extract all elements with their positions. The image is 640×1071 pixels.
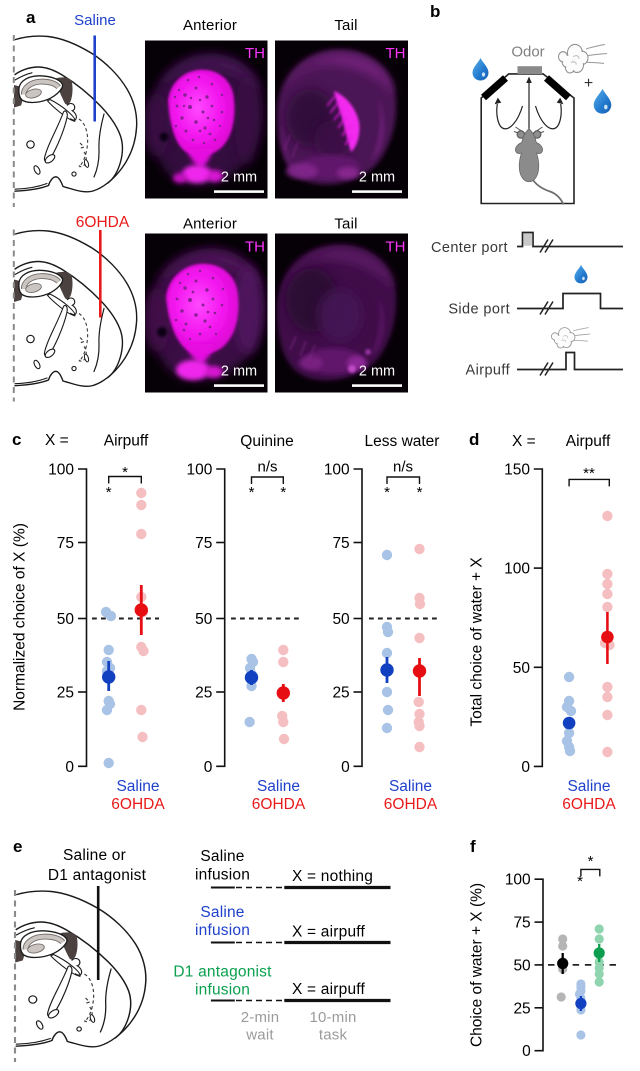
- svg-text:Total choice of water + X: Total choice of water + X: [469, 557, 486, 727]
- svg-text:25: 25: [57, 685, 74, 702]
- svg-text:*: *: [106, 484, 112, 501]
- svg-text:75: 75: [57, 535, 74, 552]
- svg-text:infusion: infusion: [195, 867, 250, 884]
- svg-text:6OHDA: 6OHDA: [76, 214, 130, 231]
- svg-text:Saline: Saline: [200, 848, 244, 865]
- svg-text:2 mm: 2 mm: [359, 170, 395, 186]
- svg-text:Odor: Odor: [511, 44, 544, 61]
- svg-text:X = nothing: X = nothing: [292, 868, 373, 885]
- svg-text:6OHDA: 6OHDA: [384, 796, 438, 813]
- svg-text:50: 50: [513, 957, 531, 974]
- svg-text:50: 50: [332, 611, 350, 628]
- svg-text:Saline: Saline: [116, 778, 159, 795]
- svg-text:*: *: [122, 464, 128, 481]
- svg-text:Normalized choice of X (%): Normalized choice of X (%): [12, 523, 29, 711]
- svg-text:Tail: Tail: [334, 17, 357, 34]
- svg-text:Airpuff: Airpuff: [104, 433, 149, 450]
- svg-text:0: 0: [204, 759, 213, 776]
- svg-text:Saline: Saline: [257, 778, 300, 795]
- svg-text:*: *: [280, 484, 286, 501]
- svg-text:50: 50: [195, 611, 213, 628]
- svg-text:Saline: Saline: [74, 12, 116, 29]
- svg-text:Side port: Side port: [448, 302, 510, 318]
- svg-text:wait: wait: [245, 1027, 274, 1044]
- svg-text:Airpuff: Airpuff: [466, 363, 511, 379]
- svg-text:**: **: [583, 465, 595, 482]
- svg-text:6OHDA: 6OHDA: [111, 796, 165, 813]
- svg-text:100: 100: [324, 462, 350, 479]
- svg-text:D1 antagonist: D1 antagonist: [173, 964, 272, 981]
- svg-text:150: 150: [504, 462, 530, 479]
- svg-text:X = airpuff: X = airpuff: [292, 981, 365, 998]
- svg-text:e: e: [13, 837, 22, 856]
- svg-text:100: 100: [504, 561, 530, 578]
- svg-text:6OHDA: 6OHDA: [252, 796, 306, 813]
- svg-text:n/s: n/s: [393, 459, 413, 476]
- svg-text:*: *: [588, 853, 594, 870]
- svg-text:b: b: [430, 2, 440, 21]
- svg-text:Choice of water + X (%): Choice of water + X (%): [469, 883, 486, 1047]
- svg-text:0: 0: [341, 759, 350, 776]
- svg-text:Saline or: Saline or: [63, 847, 126, 864]
- svg-text:0: 0: [521, 759, 530, 776]
- svg-text:50: 50: [57, 611, 75, 628]
- svg-text:50: 50: [513, 660, 531, 677]
- svg-text:X =: X =: [45, 432, 69, 449]
- svg-text:*: *: [384, 484, 390, 501]
- svg-text:75: 75: [513, 915, 530, 932]
- svg-text:25: 25: [513, 1000, 530, 1017]
- svg-text:n/s: n/s: [257, 459, 277, 476]
- svg-text:6OHDA: 6OHDA: [562, 796, 616, 813]
- svg-text:75: 75: [195, 535, 212, 552]
- svg-text:Airpuff: Airpuff: [566, 433, 611, 450]
- svg-text:Saline: Saline: [567, 778, 610, 795]
- svg-text:100: 100: [505, 872, 531, 889]
- svg-text:*: *: [577, 873, 583, 890]
- svg-text:D1 antagonist: D1 antagonist: [48, 867, 147, 884]
- svg-text:TH: TH: [386, 45, 406, 62]
- svg-text:2 mm: 2 mm: [359, 364, 395, 380]
- svg-text:*: *: [249, 484, 255, 501]
- svg-text:*: *: [417, 484, 423, 501]
- svg-text:f: f: [470, 837, 476, 856]
- svg-text:Quinine: Quinine: [240, 433, 293, 450]
- svg-text:Less water: Less water: [365, 433, 440, 450]
- svg-text:25: 25: [332, 685, 349, 702]
- svg-text:100: 100: [48, 462, 74, 479]
- svg-text:c: c: [12, 430, 21, 449]
- svg-text:Center port: Center port: [431, 240, 508, 256]
- svg-text:infusion: infusion: [195, 922, 250, 939]
- svg-text:X = airpuff: X = airpuff: [292, 924, 365, 941]
- svg-text:Anterior: Anterior: [183, 216, 237, 233]
- svg-text:d: d: [469, 430, 479, 449]
- svg-text:2 mm: 2 mm: [221, 364, 257, 380]
- svg-text:Anterior: Anterior: [183, 17, 237, 34]
- svg-text:Tail: Tail: [334, 216, 357, 233]
- svg-text:25: 25: [195, 685, 212, 702]
- svg-text:2 mm: 2 mm: [221, 170, 257, 186]
- svg-text:+: +: [584, 75, 593, 92]
- svg-text:0: 0: [522, 1043, 531, 1060]
- svg-text:infusion: infusion: [195, 982, 250, 999]
- svg-text:0: 0: [65, 759, 74, 776]
- svg-text:task: task: [319, 1027, 348, 1044]
- svg-text:75: 75: [332, 535, 349, 552]
- svg-text:Saline: Saline: [389, 778, 432, 795]
- svg-text:TH: TH: [245, 45, 265, 62]
- svg-text:100: 100: [187, 462, 213, 479]
- svg-text:10-min: 10-min: [309, 1009, 356, 1026]
- svg-text:TH: TH: [386, 239, 406, 256]
- svg-text:X =: X =: [512, 433, 536, 450]
- svg-text:2-min: 2-min: [241, 1009, 280, 1026]
- svg-text:TH: TH: [245, 239, 265, 256]
- svg-text:a: a: [26, 8, 36, 27]
- svg-text:Saline: Saline: [200, 904, 244, 921]
